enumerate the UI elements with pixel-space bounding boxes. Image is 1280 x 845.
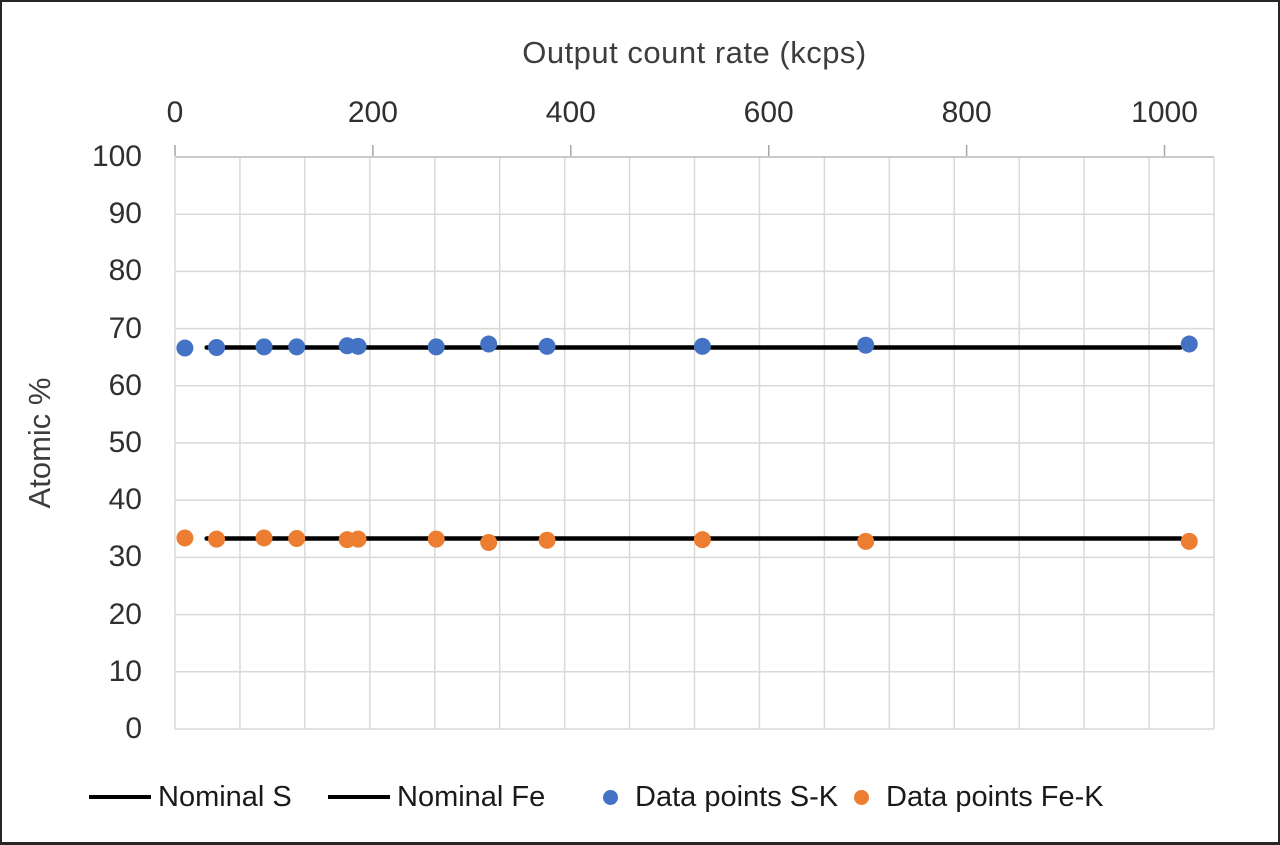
data-point xyxy=(857,336,875,354)
data-point xyxy=(349,337,367,355)
y-tick-label: 20 xyxy=(108,597,142,631)
legend-label: Nominal Fe xyxy=(397,780,546,813)
data-point xyxy=(349,530,367,548)
data-point xyxy=(176,529,194,547)
y-tick-label: 90 xyxy=(108,197,142,231)
data-point xyxy=(693,337,711,355)
x-tick-label: 0 xyxy=(166,96,184,129)
data-point xyxy=(255,338,273,356)
legend-item-data-points-s-k: Data points S-K xyxy=(603,772,838,822)
y-tick-label: 60 xyxy=(108,368,142,402)
x-tick-label: 800 xyxy=(941,96,992,129)
data-point xyxy=(176,339,194,357)
nominal-s-line-symbol xyxy=(89,795,151,799)
y-tick-label: 30 xyxy=(108,540,142,574)
data-point xyxy=(288,530,306,548)
data-point xyxy=(208,530,226,548)
orange-dot-symbol xyxy=(854,789,869,805)
y-tick-label: 0 xyxy=(125,712,142,745)
data-point xyxy=(208,338,226,356)
data-point xyxy=(1180,335,1198,353)
blue-dot-symbol xyxy=(603,789,618,805)
legend-item-data-points-fe-k: Data points Fe-K xyxy=(854,772,1104,822)
data-point xyxy=(693,531,711,549)
x-tick-label: 400 xyxy=(545,96,596,129)
y-tick-label: 70 xyxy=(108,311,142,345)
data-point xyxy=(1180,532,1198,550)
x-axis-title: Output count rate (kcps) xyxy=(522,35,867,70)
x-tick-label: 600 xyxy=(743,96,794,129)
data-point xyxy=(427,530,445,548)
nominal-fe-line-symbol xyxy=(328,795,390,799)
legend-item-nominal-fe: Nominal Fe xyxy=(328,772,545,822)
legend-label: Nominal S xyxy=(158,780,292,813)
y-tick-label: 100 xyxy=(91,140,142,173)
data-point xyxy=(427,338,445,356)
data-point xyxy=(288,338,306,356)
x-tick-label: 200 xyxy=(347,96,398,129)
data-point xyxy=(538,337,556,355)
y-tick-label: 50 xyxy=(108,426,142,459)
data-point xyxy=(480,534,498,552)
y-tick-label: 40 xyxy=(108,483,142,517)
y-tick-label: 10 xyxy=(108,654,142,688)
legend-label: Data points Fe-K xyxy=(886,780,1104,813)
legend-item-nominal-s: Nominal S xyxy=(89,772,292,822)
data-point xyxy=(857,532,875,550)
legend: Nominal S Nominal Fe Data points S-K Dat… xyxy=(2,772,1278,822)
data-point xyxy=(255,529,273,547)
data-point xyxy=(480,335,498,353)
legend-label: Data points S-K xyxy=(635,780,839,813)
data-point xyxy=(538,531,556,549)
x-tick-label: 1000 xyxy=(1131,96,1198,129)
y-tick-label: 80 xyxy=(108,254,142,288)
